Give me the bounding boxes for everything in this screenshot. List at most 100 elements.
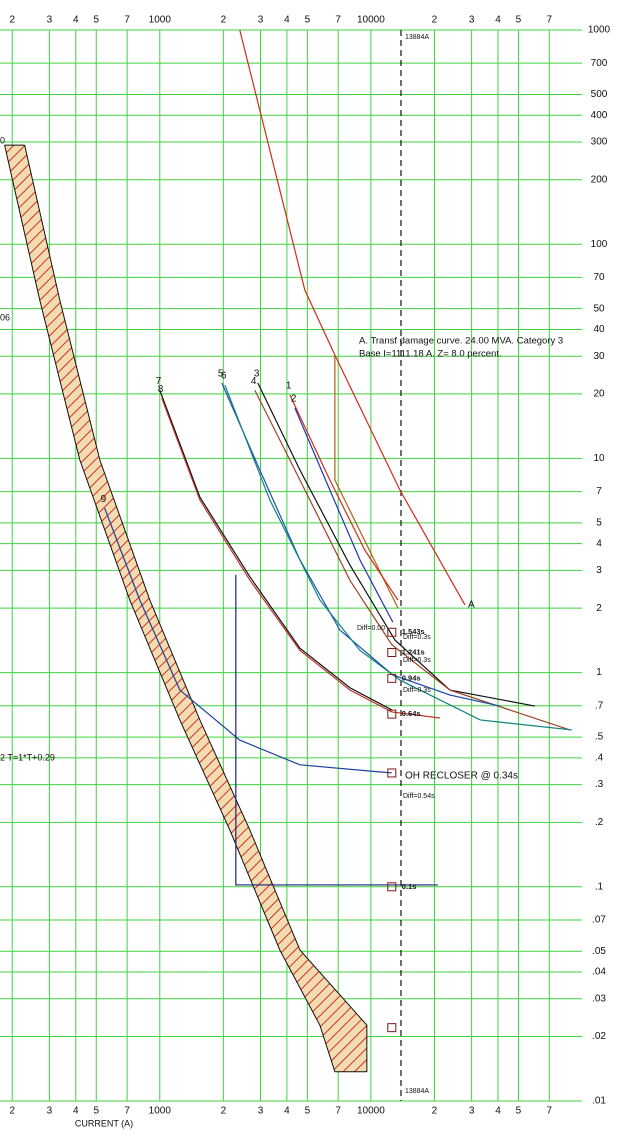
marker: [387, 709, 397, 719]
x-tick-label: 2: [221, 15, 227, 26]
x-tick-label: 5: [93, 15, 99, 26]
annotation: Diff=0.3s: [403, 657, 431, 664]
x-tick-label: 10000: [357, 15, 385, 26]
y-tick-label: 300: [591, 137, 608, 148]
annotation: Diff=0.3s: [403, 687, 431, 694]
y-tick-label: 10: [593, 453, 605, 464]
x-tick-label: 1000: [149, 1106, 172, 1117]
annotation: Diff=0.3s: [403, 634, 431, 641]
fault-label: 13884A: [405, 1088, 429, 1095]
x-tick-label: 2: [9, 1106, 15, 1117]
y-tick-label: 70: [593, 272, 605, 283]
x-tick-label: 4: [284, 15, 290, 26]
x-tick-label: 3: [258, 1106, 264, 1117]
curve-label: A: [468, 600, 475, 611]
x-tick-label: 5: [305, 1106, 311, 1117]
y-tick-label: .01: [592, 1096, 606, 1107]
curve-label: 9: [101, 494, 107, 505]
x-tick-label: 2: [432, 1106, 438, 1117]
curve: [257, 382, 535, 707]
x-tick-label: 3: [47, 1106, 53, 1117]
y-tick-label: 700: [591, 58, 608, 69]
x-tick-label: 4: [495, 1106, 501, 1117]
x-tick-label: 4: [73, 15, 79, 26]
y-tick-label: .4: [595, 752, 604, 763]
curve-label: 1: [286, 380, 292, 391]
x-tick-label: 4: [284, 1106, 290, 1117]
marker-label: 1.543s: [402, 627, 425, 636]
x-tick-label: 2: [432, 15, 438, 26]
y-tick-label: .2: [595, 817, 604, 828]
curve-label: 7: [156, 376, 162, 387]
y-tick-label: 4: [596, 538, 602, 549]
y-tick-label: .04: [592, 967, 606, 978]
x-tick-label: 4: [495, 15, 501, 26]
x-tick-label: 3: [469, 1106, 475, 1117]
annotation: Diff=0.54s: [403, 793, 435, 800]
y-tick-label: 1: [596, 667, 602, 678]
curve-label: 4: [251, 376, 257, 387]
curve: [104, 507, 392, 774]
x-tick-label: 7: [335, 1106, 341, 1117]
annotation: 0: [0, 135, 5, 145]
curve: [289, 394, 399, 601]
curve-label: 8: [158, 384, 164, 395]
curve-label: 2: [291, 394, 297, 405]
curve: [161, 397, 441, 719]
curve: [334, 354, 399, 609]
annotation: OH RECLOSER @ 0.34s: [405, 771, 518, 782]
x-tick-label: 3: [258, 15, 264, 26]
y-tick-label: 100: [591, 239, 608, 250]
curve: [239, 29, 466, 606]
y-tick-label: .1: [595, 881, 604, 892]
y-tick-label: 20: [593, 389, 605, 400]
y-tick-label: .05: [592, 946, 606, 957]
y-tick-label: 200: [591, 174, 608, 185]
x-tick-label: 1000: [149, 15, 172, 26]
y-tick-label: 5: [596, 518, 602, 529]
marker-label: 1.241s: [402, 647, 425, 656]
annotation: Diff=0.00: [357, 625, 385, 632]
curve: [221, 382, 500, 707]
marker-label: 0.1s: [402, 882, 417, 891]
x-tick-label: 5: [93, 1106, 99, 1117]
x-tick-label: 3: [47, 15, 53, 26]
y-tick-label: 50: [593, 303, 605, 314]
y-tick-label: 30: [593, 351, 605, 362]
y-tick-label: .5: [595, 732, 604, 743]
y-tick-label: .7: [595, 700, 604, 711]
y-tick-label: .07: [592, 915, 606, 926]
x-tick-label: 2: [9, 15, 15, 26]
marker: [387, 1023, 397, 1033]
x-tick-label: 7: [547, 15, 553, 26]
damage-band: [4, 145, 367, 1072]
marker: [387, 882, 397, 892]
curve: [254, 390, 571, 731]
y-tick-label: 40: [593, 324, 605, 335]
x-axis-label: CURRENT (A): [75, 1118, 133, 1128]
x-tick-label: 5: [516, 1106, 522, 1117]
curve: [235, 574, 438, 886]
marker: [387, 648, 397, 658]
x-tick-label: 7: [124, 15, 130, 26]
y-tick-label: .03: [592, 993, 606, 1004]
annotation: 2 T=1*T+0.29: [0, 752, 55, 762]
annotation: 06: [0, 312, 10, 322]
x-tick-label: 5: [305, 15, 311, 26]
annotation: A. Transf damage curve. 24.00 MVA. Categ…: [359, 336, 563, 347]
y-tick-label: 500: [591, 89, 608, 100]
y-tick-label: .02: [592, 1031, 606, 1042]
curve: [159, 390, 393, 711]
curve: [294, 407, 394, 623]
annotation: Base I=1111.18 A. Z= 8.0 percent.: [359, 349, 502, 360]
y-tick-label: 2: [596, 603, 602, 614]
marker-label: 0.94s: [402, 673, 421, 682]
x-tick-label: 4: [73, 1106, 79, 1117]
y-tick-label: 7: [596, 486, 602, 497]
y-tick-label: 1000: [588, 25, 611, 36]
band-edge: [4, 145, 336, 1072]
x-tick-label: 3: [469, 15, 475, 26]
marker-label: 0.64s: [402, 709, 421, 718]
